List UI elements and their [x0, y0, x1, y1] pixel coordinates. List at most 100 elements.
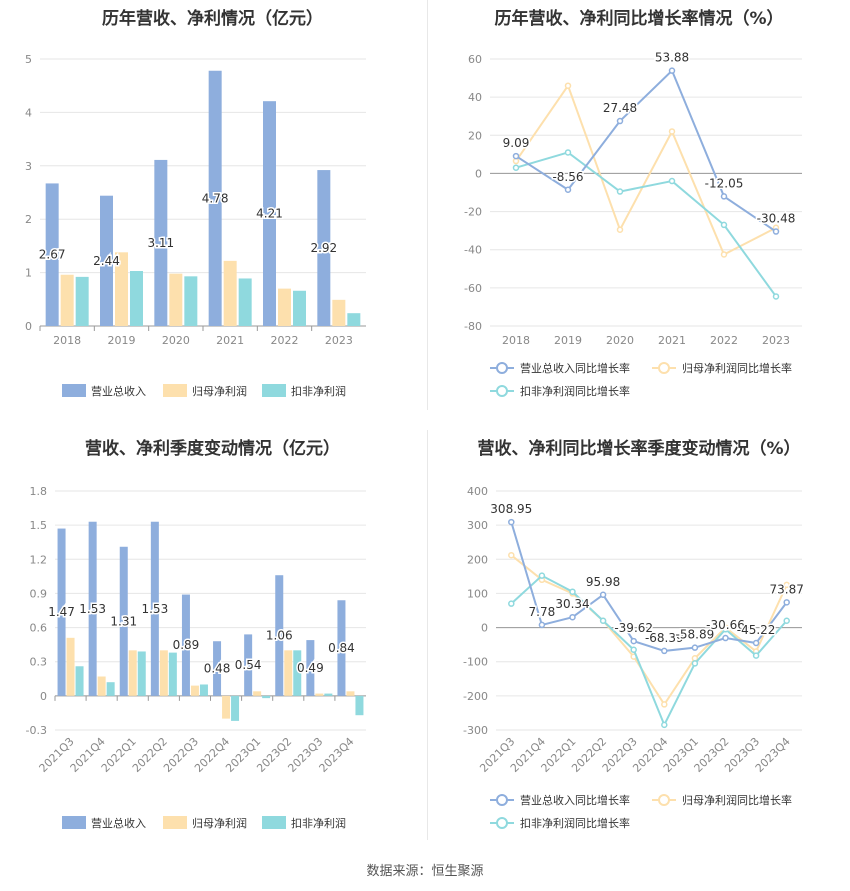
bar-2 [347, 313, 361, 326]
bar-0 [337, 600, 346, 696]
point-2 [722, 626, 729, 633]
bar-1 [332, 299, 346, 326]
y-tick-label: 1.2 [30, 553, 48, 566]
quarter-bar-svg: -0.300.30.60.91.21.51.82021Q31.472021Q41… [26, 485, 366, 830]
x-tick-label: 2020 [162, 334, 190, 347]
y-tick-label: 1.8 [30, 485, 48, 498]
point-value-label: -58.89 [676, 628, 715, 642]
bar-1 [315, 693, 324, 696]
legend-label: 归母净利润同比增长率 [682, 361, 792, 375]
bar-0 [317, 170, 331, 326]
y-tick-label: 60 [468, 53, 482, 66]
y-tick-label: 20 [468, 129, 482, 142]
x-tick-label: 2018 [502, 334, 530, 347]
x-tick-label: 2019 [554, 334, 582, 347]
bar-1 [222, 695, 231, 719]
point-2 [772, 293, 780, 300]
chart-title: 历年营收、净利同比增长率情况（%） [494, 9, 784, 29]
bar-2 [262, 695, 271, 699]
y-tick-label: 0 [25, 320, 32, 333]
legend-swatch [262, 384, 286, 397]
point-0 [564, 186, 572, 194]
bar-0 [213, 641, 222, 696]
y-tick-label: -40 [464, 244, 482, 257]
x-tick-label: 2023 [325, 334, 353, 347]
point-1 [668, 128, 676, 135]
legend-marker [496, 385, 508, 397]
point-0 [599, 591, 607, 599]
point-0 [691, 644, 699, 651]
bar-2 [238, 278, 252, 326]
bar-0 [244, 634, 253, 696]
point-1 [661, 701, 668, 708]
point-2 [783, 617, 790, 624]
point-0 [722, 634, 729, 642]
bar-value-label: 0.89 [173, 638, 200, 652]
bar-2 [75, 666, 84, 696]
bar-2 [199, 684, 208, 696]
y-tick-label: 0 [40, 690, 47, 703]
bar-2 [231, 695, 240, 721]
point-value-label: 95.98 [586, 575, 620, 589]
bar-0 [275, 575, 284, 696]
bar-0 [306, 640, 315, 696]
point-value-label: -39.62 [614, 621, 653, 635]
legend-label: 营业总收入 [91, 384, 146, 398]
point-0 [538, 621, 546, 629]
x-tick-label: 2021 [216, 334, 244, 347]
y-tick-label: -100 [463, 656, 488, 669]
legend-marker [496, 794, 508, 806]
bar-value-label: 2.92 [310, 241, 337, 255]
bar-value-label: 2.67 [39, 248, 66, 262]
point-value-label: 9.09 [503, 136, 530, 150]
legend-swatch [62, 384, 86, 397]
point-0 [512, 152, 520, 160]
bar-value-label: 1.53 [79, 602, 106, 616]
bar-0 [45, 183, 59, 326]
x-tick-label: 2023 [762, 334, 790, 347]
point-value-label: 30.34 [555, 597, 589, 611]
y-tick-label: 0.3 [30, 656, 48, 669]
y-tick-label: 300 [467, 519, 488, 532]
bar-1 [66, 637, 75, 696]
y-tick-label: 1.5 [30, 519, 48, 532]
point-1 [616, 226, 624, 233]
bar-2 [355, 695, 364, 716]
point-2 [630, 646, 637, 654]
point-1 [564, 82, 572, 89]
chart-title: 营收、净利同比增长率季度变动情况（%） [477, 439, 801, 459]
point-0 [668, 67, 676, 74]
bar-value-label: 4.21 [256, 207, 283, 221]
legend-label: 归母净利润同比增长率 [682, 793, 792, 807]
bar-2 [106, 682, 115, 696]
quarter-line-svg: -300-200-10001002003004002021Q32021Q4202… [463, 485, 805, 830]
legend-marker [658, 362, 670, 374]
point-value-label: -8.56 [552, 170, 583, 184]
y-tick-label: 5 [25, 53, 32, 66]
bar-1 [128, 650, 137, 696]
point-0 [783, 599, 790, 606]
legend-swatch [163, 384, 187, 397]
y-tick-label: 400 [467, 485, 488, 498]
y-tick-label: 0.6 [30, 622, 48, 635]
y-tick-label: 100 [467, 587, 488, 600]
point-value-label: -68.39 [645, 631, 684, 645]
legend-marker [496, 817, 508, 829]
annual-revenue-profit-chart: 历年营收、净利情况（亿元） 0 1 2 3 4 5 2018 2.67 2019 2.44 2020… [0, 0, 425, 410]
point-2 [538, 572, 546, 579]
point-value-label: 27.48 [603, 101, 637, 115]
bar-1 [115, 252, 128, 326]
bar-value-label: 0.48 [204, 662, 231, 676]
y-tick-label: -60 [464, 282, 482, 295]
bar-1 [223, 260, 237, 326]
vertical-divider-bottom [427, 430, 428, 840]
bar-0 [181, 594, 190, 696]
y-tick-label: 1 [25, 267, 32, 280]
legend-swatch [62, 816, 86, 829]
x-tick-label: 2022 [710, 334, 738, 347]
bar-0 [150, 521, 159, 696]
annual-growth-rate-chart: 历年营收、净利同比增长率情况（%） -80 -60 -40 -20 0 20 40 60 201… [428, 0, 850, 410]
point-0 [720, 193, 728, 200]
point-2 [512, 164, 520, 171]
bar-value-label: 2.44 [93, 254, 120, 268]
